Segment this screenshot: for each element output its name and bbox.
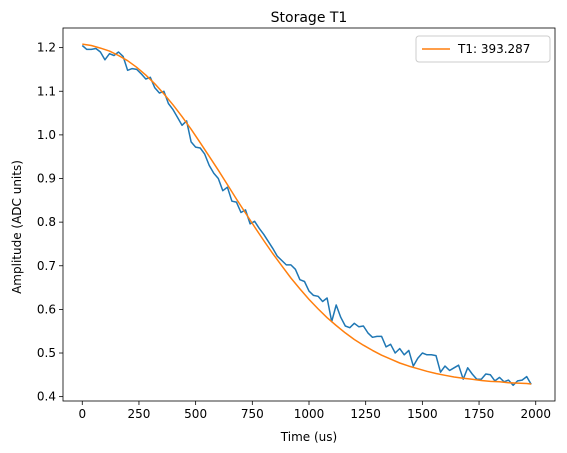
x-tick-label: 1500 — [407, 407, 438, 421]
data-series-line — [81, 44, 532, 387]
plot-area — [81, 43, 532, 387]
x-tick-label: 750 — [241, 407, 264, 421]
x-tick-label: 1000 — [294, 407, 325, 421]
y-tick-label: 0.4 — [37, 390, 56, 404]
y-tick-label: 0.6 — [37, 302, 56, 316]
fit-series-line — [82, 43, 532, 385]
x-tick-label: 1750 — [464, 407, 495, 421]
legend: T1: 393.287 — [415, 35, 551, 63]
y-axis-label: Amplitude (ADC units) — [10, 160, 24, 294]
y-tick-label: 1.0 — [37, 128, 56, 142]
legend-entry: T1: 393.287 — [457, 42, 530, 56]
y-tick-label: 0.5 — [37, 346, 56, 360]
x-tick-label: 500 — [184, 407, 207, 421]
legend-box — [415, 35, 551, 63]
y-tick-label: 1.1 — [37, 84, 56, 98]
x-tick-label: 250 — [128, 407, 151, 421]
x-axis: 0 250 500 750 1000 1250 1500 1750 2000 — [78, 401, 551, 421]
y-tick-label: 0.8 — [37, 215, 56, 229]
x-tick-label: 0 — [78, 407, 86, 421]
x-tick-label: 2000 — [520, 407, 551, 421]
y-tick-label: 0.9 — [37, 172, 56, 186]
x-tick-label: 1250 — [350, 407, 381, 421]
plot-frame — [62, 27, 556, 402]
y-tick-label: 0.7 — [37, 259, 56, 273]
chart-title: Storage T1 — [271, 10, 348, 26]
y-axis: 0.4 0.5 0.6 0.7 0.8 0.9 1.0 1.1 1.2 — [37, 41, 63, 404]
y-tick-label: 1.2 — [37, 41, 56, 55]
x-axis-label: Time (us) — [280, 430, 337, 444]
